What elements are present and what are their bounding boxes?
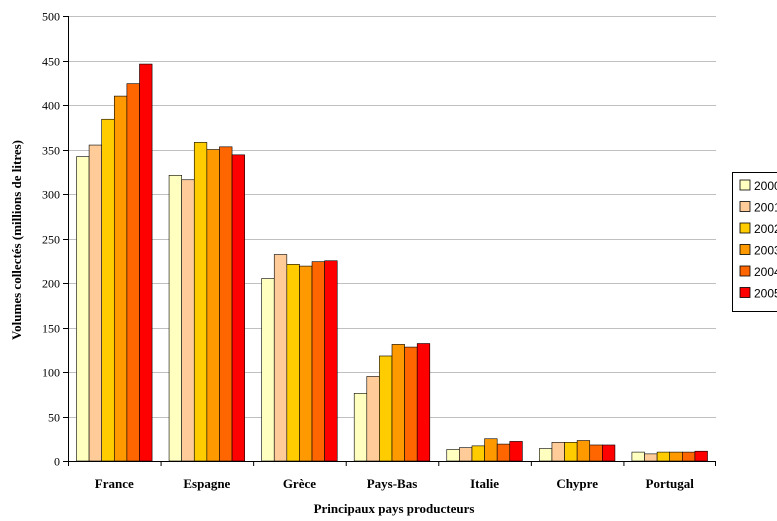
bar-pays-bas-2000 (353, 393, 368, 462)
bar-france-2002 (101, 118, 115, 462)
bar-gr-ce-2002 (286, 264, 300, 462)
legend-label: 2005 (754, 287, 777, 301)
x-tick-label: Espagne (183, 476, 230, 491)
bar-chypre-2002 (564, 442, 578, 462)
bar-espagne-2005 (231, 154, 245, 462)
bar-france-2001 (88, 144, 102, 462)
bar-espagne-2000 (168, 175, 182, 462)
x-tick-label: Pays-Bas (367, 476, 418, 491)
legend-label: 2000 (754, 179, 777, 193)
bar-espagne-2003 (206, 149, 220, 462)
y-tick-label: 400 (42, 99, 60, 113)
y-tick-label: 500 (42, 10, 60, 24)
bar-gr-ce-2003 (299, 265, 313, 462)
bar-portugal-2001 (644, 453, 658, 462)
x-tick-label: France (95, 476, 134, 491)
y-tick-label: 300 (42, 188, 60, 202)
bar-espagne-2002 (193, 142, 208, 462)
bars (76, 63, 708, 462)
bar-italie-2003 (484, 438, 498, 462)
bar-chypre-2003 (576, 440, 591, 462)
y-tick-label: 0 (54, 455, 60, 469)
y-tick-label: 100 (42, 366, 60, 380)
legend-swatch (739, 222, 751, 234)
x-axis-ticks: France Espagne Grèce Pays-Bas Italie Chypre Po… (68, 461, 716, 491)
y-tick-label: 150 (42, 322, 60, 336)
bar-pays-bas-2005 (416, 343, 431, 462)
bar-espagne-2001 (181, 179, 195, 462)
x-tick-label: Portugal (646, 476, 695, 491)
bar-italie-2004 (496, 443, 511, 462)
bar-gr-ce-2001 (273, 254, 288, 462)
bar-portugal-2004 (682, 451, 696, 462)
bar-chypre-2000 (539, 448, 553, 462)
bar-pays-bas-2002 (379, 355, 393, 462)
bar-portugal-2003 (669, 451, 683, 462)
axes (68, 16, 716, 462)
bar-italie-2002 (471, 445, 485, 462)
legend-label: 2001 (754, 201, 777, 215)
bar-france-2005 (139, 63, 153, 462)
legend-swatch (739, 179, 751, 191)
y-axis-title: Volumes collectés (millions de litres) (9, 140, 24, 340)
legend-swatch (739, 287, 751, 298)
bar-chypre-2005 (602, 444, 616, 462)
y-tick-label: 350 (42, 144, 60, 158)
legend-swatch (739, 201, 751, 212)
bar-chypre-2004 (589, 444, 603, 462)
bar-pays-bas-2001 (366, 376, 380, 462)
legend-label: 2003 (754, 244, 777, 258)
y-tick-label: 50 (48, 411, 60, 425)
legend-swatch (739, 265, 751, 277)
x-axis-title: Principaux pays producteurs (314, 501, 475, 516)
bar-france-2000 (76, 156, 90, 462)
legend-swatch (739, 244, 751, 255)
bar-portugal-2005 (694, 450, 708, 462)
bar-pays-bas-2003 (391, 344, 405, 462)
bar-italie-2000 (446, 449, 460, 462)
x-tick-label: Chypre (556, 476, 598, 491)
bar-italie-2001 (459, 447, 473, 462)
y-axis-ticks: 0 50 100 150 200 250 300 350 400 450 500 (42, 10, 68, 469)
bar-portugal-2000 (631, 451, 645, 462)
bar-espagne-2004 (219, 146, 233, 462)
y-tick-label: 450 (42, 55, 60, 69)
x-tick-label: Italie (470, 476, 499, 491)
bar-gr-ce-2004 (311, 261, 325, 462)
bar-france-2004 (126, 83, 140, 462)
bar-italie-2005 (509, 441, 523, 462)
y-tick-label: 250 (42, 233, 60, 247)
legend-label: 2004 (754, 265, 777, 279)
bar-gr-ce-2005 (324, 260, 338, 462)
x-tick-label: Grèce (283, 476, 316, 491)
bar-pays-bas-2004 (404, 346, 418, 462)
bar-chypre-2001 (551, 442, 565, 462)
bar-portugal-2002 (656, 451, 671, 462)
bar-france-2003 (113, 95, 128, 462)
bar-gr-ce-2000 (261, 278, 275, 462)
y-tick-label: 200 (42, 277, 60, 291)
